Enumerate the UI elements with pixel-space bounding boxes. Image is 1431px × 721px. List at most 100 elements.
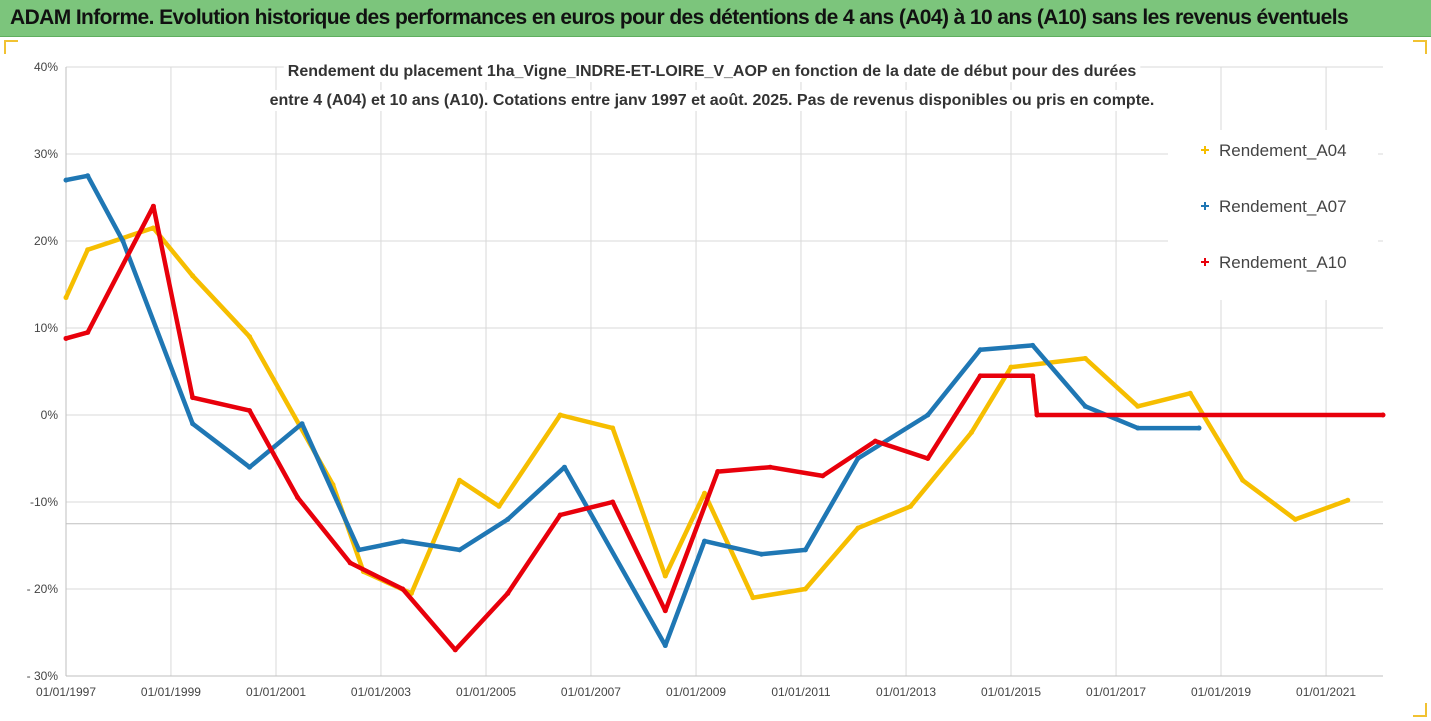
- data-point-rendement-a10: [715, 469, 721, 475]
- data-point-rendement-a10: [150, 203, 156, 209]
- y-tick-label: - 30%: [27, 669, 59, 683]
- data-point-rendement-a07: [505, 516, 511, 522]
- data-point-rendement-a07: [758, 551, 764, 557]
- data-point-rendement-a10: [977, 373, 983, 379]
- data-point-rendement-a07: [190, 421, 196, 427]
- data-point-rendement-a04: [557, 412, 563, 418]
- data-point-rendement-a04: [496, 503, 502, 509]
- data-point-rendement-a04: [1187, 390, 1193, 396]
- axes: 40% 30% 20% 10% 0% -10% - 20% - 30% 01/01/1997 01…: [27, 60, 1383, 699]
- data-point-rendement-a04: [702, 490, 708, 496]
- data-point-rendement-a10: [85, 329, 91, 335]
- data-point-rendement-a07: [802, 547, 808, 553]
- data-point-rendement-a10: [872, 438, 878, 444]
- data-point-rendement-a04: [662, 573, 668, 579]
- series-line-rendement-a04: [63, 225, 1351, 600]
- series-lines: [63, 173, 1386, 653]
- data-point-rendement-a04: [610, 425, 616, 431]
- data-point-rendement-a07: [925, 412, 931, 418]
- data-point-rendement-a07: [85, 173, 91, 179]
- data-point-rendement-a04: [190, 273, 196, 279]
- title-background: [283, 61, 1141, 82]
- data-point-rendement-a04: [457, 477, 463, 483]
- frame-corner-bottom-right: [1413, 703, 1427, 717]
- x-tick-label: 01/01/2021: [1296, 685, 1356, 699]
- data-point-rendement-a07: [1082, 403, 1088, 409]
- x-tick-label: 01/01/2011: [771, 685, 830, 699]
- y-tick-label: 10%: [34, 321, 58, 335]
- data-point-rendement-a07: [1030, 342, 1036, 348]
- header-bar: ADAM Informe. Evolution historique des p…: [0, 0, 1431, 37]
- x-tick-label: 01/01/2009: [666, 685, 726, 699]
- data-point-rendement-a10: [1030, 373, 1036, 379]
- x-tick-label: 01/01/2019: [1191, 685, 1251, 699]
- data-point-rendement-a07: [457, 547, 463, 553]
- legend-marker: [1201, 202, 1209, 210]
- data-point-rendement-a10: [1380, 412, 1386, 418]
- series-line-rendement-a07: [63, 173, 1202, 648]
- x-tick-label: 01/01/2003: [351, 685, 411, 699]
- data-point-rendement-a07: [63, 177, 69, 183]
- data-point-rendement-a10: [247, 408, 253, 414]
- data-point-rendement-a07: [562, 464, 568, 470]
- data-point-rendement-a10: [190, 395, 196, 401]
- series-line-rendement-a10: [63, 203, 1386, 653]
- data-point-rendement-a07: [1135, 425, 1141, 431]
- x-tick-label: 01/01/1999: [141, 685, 201, 699]
- data-point-rendement-a07: [662, 643, 668, 649]
- data-point-rendement-a10: [557, 512, 563, 518]
- data-point-rendement-a04: [150, 225, 156, 231]
- data-point-rendement-a10: [1034, 412, 1040, 418]
- frame-corner-top-right: [1413, 40, 1427, 54]
- data-point-rendement-a10: [610, 499, 616, 505]
- data-point-rendement-a10: [295, 495, 301, 501]
- data-point-rendement-a04: [1345, 497, 1351, 503]
- data-point-rendement-a04: [1135, 403, 1141, 409]
- data-point-rendement-a04: [750, 595, 756, 601]
- data-point-rendement-a10: [452, 647, 458, 653]
- data-point-rendement-a10: [662, 608, 668, 614]
- y-tick-label: - 20%: [27, 582, 59, 596]
- legend-marker: [1201, 258, 1209, 266]
- data-point-rendement-a04: [855, 525, 861, 531]
- data-point-rendement-a04: [1008, 364, 1014, 370]
- data-point-rendement-a07: [702, 538, 708, 544]
- x-tick-label: 01/01/2015: [981, 685, 1041, 699]
- y-tick-label: 20%: [34, 234, 58, 248]
- data-point-rendement-a07: [120, 238, 126, 244]
- data-point-rendement-a07: [1196, 425, 1202, 431]
- data-point-rendement-a07: [400, 538, 406, 544]
- data-point-rendement-a07: [855, 456, 861, 461]
- data-point-rendement-a10: [63, 335, 69, 341]
- y-tick-label: -10%: [30, 495, 58, 509]
- legend-label: Rendement_A10: [1219, 253, 1347, 272]
- y-tick-label: 0%: [41, 408, 59, 422]
- legend-marker: [1201, 146, 1209, 154]
- data-point-rendement-a04: [908, 503, 914, 509]
- data-point-rendement-a04: [247, 334, 253, 340]
- header-title: ADAM Informe. Evolution historique des p…: [10, 6, 1349, 29]
- chart-subtitle: entre 4 (A04) et 10 ans (A10). Cotations…: [270, 92, 1155, 109]
- data-point-rendement-a10: [400, 586, 406, 592]
- data-point-rendement-a04: [802, 586, 808, 592]
- legend-label: Rendement_A04: [1219, 141, 1347, 160]
- data-point-rendement-a07: [299, 421, 305, 427]
- data-point-rendement-a10: [505, 590, 511, 596]
- data-point-rendement-a10: [347, 560, 353, 566]
- data-point-rendement-a04: [1292, 516, 1298, 522]
- data-point-rendement-a04: [85, 247, 91, 253]
- data-point-rendement-a04: [1240, 477, 1246, 483]
- legend-background: [1168, 130, 1378, 300]
- data-point-rendement-a10: [820, 473, 826, 479]
- data-point-rendement-a07: [247, 464, 253, 470]
- x-tick-label: 01/01/2007: [561, 685, 621, 699]
- data-point-rendement-a10: [925, 456, 931, 461]
- legend-label: Rendement_A07: [1219, 197, 1347, 216]
- title-background: [265, 90, 1159, 111]
- x-tick-label: 01/01/2001: [246, 685, 306, 699]
- x-tick-label: 01/01/2005: [456, 685, 516, 699]
- x-tick-label: 01/01/2013: [876, 685, 936, 699]
- data-point-rendement-a07: [977, 347, 983, 353]
- y-tick-label: 30%: [34, 147, 58, 161]
